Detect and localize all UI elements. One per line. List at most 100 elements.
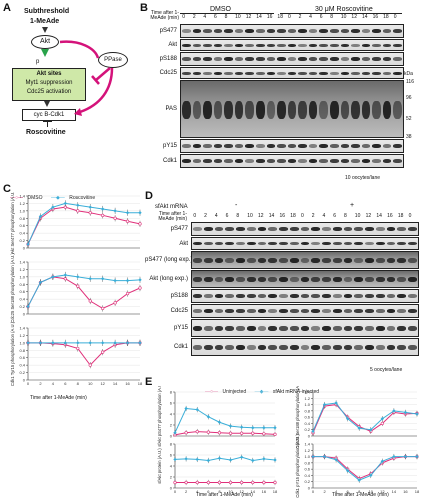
footnote-b: 10 oocytes/lane bbox=[345, 175, 381, 181]
time-point: 2 bbox=[311, 213, 315, 219]
data-point bbox=[88, 299, 92, 303]
x-tick-label: 16 bbox=[262, 489, 267, 494]
blot-band bbox=[375, 309, 385, 314]
blot-band bbox=[372, 71, 381, 75]
data-point bbox=[184, 431, 188, 435]
y-tick-label: 4 bbox=[170, 412, 173, 417]
blot-band bbox=[300, 241, 310, 246]
series-line bbox=[27, 202, 140, 245]
blot-row-label: Cdk1 bbox=[173, 344, 188, 350]
blot-band bbox=[340, 29, 350, 34]
time-point: 6 bbox=[319, 14, 323, 20]
y-axis-label: Cdk1 Tyr15 phosphorylation (A.U.) bbox=[10, 321, 15, 386]
time-point: 2 bbox=[298, 14, 302, 20]
panel-e-charts: 0 2 4 6 8 sfAkt pS477 phosphorylation (A.U.) 0… bbox=[157, 386, 420, 498]
data-point bbox=[239, 455, 244, 459]
data-point bbox=[322, 402, 327, 407]
legend-injected: sfAkt mRNA-injected bbox=[272, 389, 320, 395]
blot-band bbox=[351, 71, 360, 75]
blot-band bbox=[257, 294, 267, 299]
data-point bbox=[415, 412, 419, 416]
y-tick-label: 6 bbox=[170, 453, 173, 458]
blot-row-label: pS188 bbox=[170, 293, 188, 299]
y-tick-label: 2 bbox=[170, 475, 173, 480]
blot-band bbox=[382, 43, 392, 47]
blot-band bbox=[287, 159, 297, 164]
y-tick-label: 0.8 bbox=[19, 348, 25, 353]
blot-band bbox=[365, 257, 374, 263]
data-point bbox=[26, 341, 30, 345]
data-point bbox=[262, 480, 266, 485]
blot-band bbox=[224, 144, 233, 149]
blot-band bbox=[365, 294, 374, 299]
blot-band bbox=[361, 144, 371, 149]
blot-band bbox=[397, 325, 407, 331]
dmso-bracket bbox=[180, 13, 274, 14]
blot-band bbox=[236, 276, 245, 282]
blot-band bbox=[322, 257, 331, 263]
y-tick-label: 0.2 bbox=[304, 427, 310, 432]
blot-band bbox=[236, 344, 245, 350]
y-tick-label: 0.4 bbox=[19, 231, 25, 236]
blot-band bbox=[192, 71, 202, 75]
data-point bbox=[76, 275, 80, 279]
blot-strip bbox=[191, 251, 419, 269]
blot-band bbox=[300, 325, 310, 331]
data-point bbox=[101, 350, 105, 354]
blot-band bbox=[203, 144, 212, 149]
data-point bbox=[38, 341, 43, 345]
y-axis-label: sfAkt protein (A.U.) bbox=[157, 448, 162, 484]
cdk1-box: cyc B-Cdk1 bbox=[22, 109, 76, 121]
y-tick-label: 6 bbox=[170, 401, 173, 406]
time-point: 2 bbox=[204, 213, 207, 219]
blot-band bbox=[203, 71, 212, 75]
akt-sites-title: Akt sites bbox=[36, 71, 62, 77]
data-point bbox=[206, 430, 210, 434]
blot-band bbox=[287, 144, 297, 149]
x-tick-label: 8 bbox=[77, 381, 80, 386]
blot-band bbox=[311, 276, 321, 282]
data-point bbox=[100, 277, 105, 281]
blot-band bbox=[289, 294, 299, 299]
blot-row-label: Cdc25 bbox=[170, 308, 188, 314]
time-point: 12 bbox=[365, 213, 372, 219]
blot-band bbox=[268, 276, 278, 282]
data-point bbox=[88, 363, 92, 367]
panel-a-schematic: Subthreshold 1-MeAde Akt p PPase Akt sit… bbox=[0, 0, 138, 180]
x-tick-label: 0 bbox=[174, 489, 177, 494]
data-point bbox=[217, 480, 222, 485]
data-point bbox=[173, 431, 177, 435]
blot-band bbox=[382, 29, 392, 34]
blot-band bbox=[203, 325, 213, 331]
y-tick-label: 1.0 bbox=[304, 402, 310, 407]
blot-band bbox=[289, 257, 299, 263]
time-point: 16 bbox=[387, 213, 393, 219]
y-axis-label: Cdc25 Ser188 phosphorylation (A.U.) bbox=[295, 386, 300, 449]
blot-band bbox=[192, 144, 202, 149]
blot-band bbox=[372, 57, 381, 62]
blot-band bbox=[361, 100, 371, 119]
cdk1-label: cyc B-Cdk1 bbox=[33, 112, 65, 118]
data-point bbox=[206, 480, 210, 485]
blot-band bbox=[298, 144, 307, 149]
blot-band bbox=[203, 241, 213, 246]
x-tick-label: 14 bbox=[392, 489, 397, 494]
blot-band bbox=[340, 71, 350, 75]
blot-band bbox=[266, 29, 276, 34]
blot-band bbox=[277, 43, 286, 47]
data-point bbox=[101, 306, 105, 311]
c-xlabel: Time after 1-MeAde (min) bbox=[30, 395, 87, 401]
blot-band bbox=[375, 227, 385, 232]
time-point: 0 bbox=[301, 213, 304, 219]
time-point: 8 bbox=[330, 14, 334, 20]
blot-band bbox=[257, 325, 267, 331]
data-point bbox=[273, 432, 277, 436]
y-tick-label: 1.4 bbox=[19, 260, 25, 265]
blot-strip bbox=[191, 289, 419, 303]
kda-96: 96 bbox=[406, 95, 412, 101]
group-dmso-label: DMSO bbox=[210, 6, 231, 13]
blot-band bbox=[289, 227, 299, 232]
legend-rosco: Roscovitine bbox=[69, 195, 96, 201]
blot-band bbox=[361, 71, 371, 75]
blot-band bbox=[382, 57, 392, 62]
